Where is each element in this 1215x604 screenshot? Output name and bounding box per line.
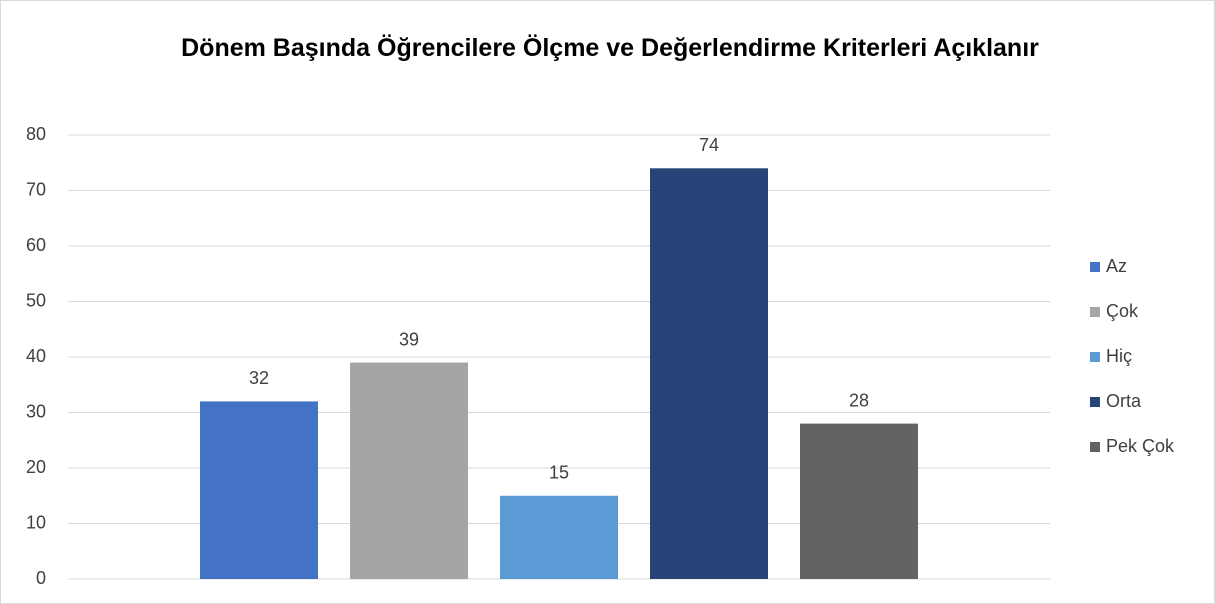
y-tick-label: 70 — [26, 179, 46, 199]
y-tick-label: 40 — [26, 346, 46, 366]
legend-label: Çok — [1106, 301, 1139, 321]
data-label: 32 — [249, 368, 269, 388]
bar — [500, 495, 618, 579]
legend-label: Az — [1106, 256, 1127, 276]
legend-swatch — [1090, 397, 1100, 407]
data-label: 28 — [849, 390, 869, 410]
legend-swatch — [1090, 352, 1100, 362]
legend-swatch — [1090, 307, 1100, 317]
y-tick-label: 30 — [26, 401, 46, 421]
legend-label: Hiç — [1106, 346, 1132, 366]
y-tick-label: 50 — [26, 290, 46, 310]
bar — [650, 168, 768, 580]
legend-label: Pek Çok — [1106, 436, 1175, 456]
data-label: 39 — [399, 329, 419, 349]
bar — [800, 423, 918, 579]
legend-swatch — [1090, 262, 1100, 272]
chart-title: Dönem Başında Öğrencilere Ölçme ve Değer… — [181, 34, 1039, 62]
y-tick-label: 0 — [36, 568, 46, 588]
data-label: 15 — [549, 463, 569, 483]
y-tick-label: 60 — [26, 235, 46, 255]
y-tick-label: 20 — [26, 457, 46, 477]
data-label: 74 — [699, 135, 719, 155]
bar — [350, 362, 468, 579]
y-tick-label: 10 — [26, 512, 46, 532]
legend-label: Orta — [1106, 391, 1142, 411]
legend-swatch — [1090, 442, 1100, 452]
bar — [200, 401, 318, 579]
y-tick-label: 80 — [26, 124, 46, 144]
